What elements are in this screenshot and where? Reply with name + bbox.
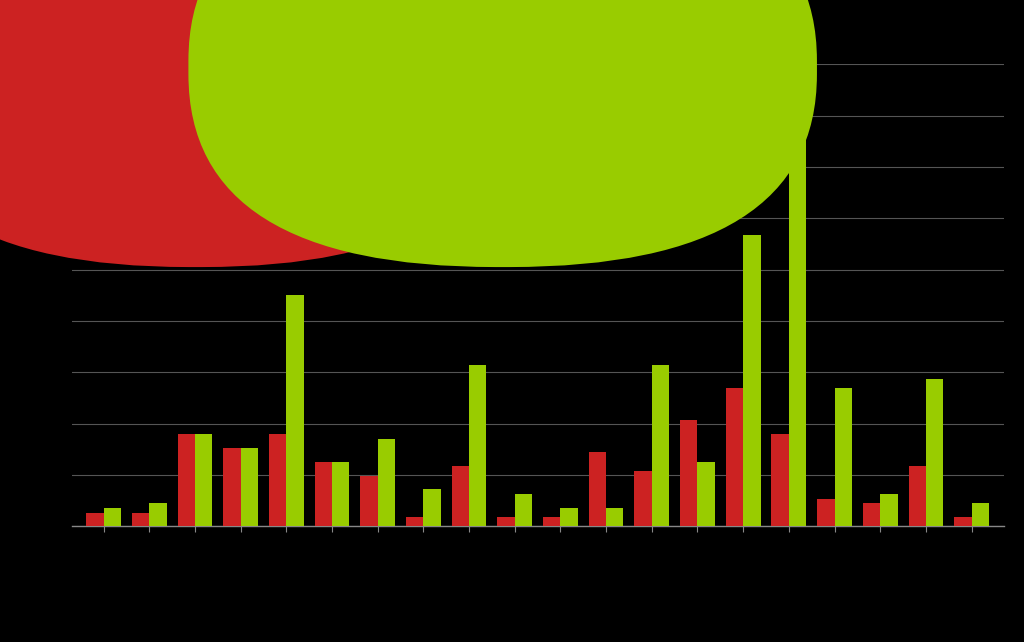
- Bar: [177, 434, 195, 526]
- Bar: [680, 420, 697, 526]
- Bar: [697, 462, 715, 526]
- Bar: [881, 494, 898, 526]
- Bar: [515, 494, 532, 526]
- Bar: [771, 434, 788, 526]
- Bar: [635, 471, 652, 526]
- Bar: [817, 499, 835, 526]
- Bar: [452, 466, 469, 526]
- Bar: [287, 295, 304, 526]
- Bar: [86, 512, 103, 526]
- Bar: [469, 365, 486, 526]
- Bar: [269, 434, 287, 526]
- Bar: [223, 448, 241, 526]
- Bar: [954, 517, 972, 526]
- Bar: [835, 388, 852, 526]
- Bar: [788, 41, 806, 526]
- Bar: [150, 503, 167, 526]
- Bar: [407, 517, 423, 526]
- Bar: [743, 235, 761, 526]
- Bar: [926, 379, 943, 526]
- Bar: [652, 365, 669, 526]
- Bar: [560, 508, 578, 526]
- Bar: [543, 517, 560, 526]
- Bar: [378, 438, 395, 526]
- Bar: [332, 462, 349, 526]
- Bar: [241, 448, 258, 526]
- Bar: [972, 503, 989, 526]
- Bar: [726, 388, 743, 526]
- Bar: [103, 508, 121, 526]
- Bar: [195, 434, 212, 526]
- Bar: [589, 453, 606, 526]
- Bar: [423, 489, 440, 526]
- Bar: [908, 466, 926, 526]
- Bar: [314, 462, 332, 526]
- Bar: [863, 503, 881, 526]
- Bar: [132, 512, 150, 526]
- Bar: [606, 508, 624, 526]
- Bar: [498, 517, 515, 526]
- Bar: [360, 476, 378, 526]
